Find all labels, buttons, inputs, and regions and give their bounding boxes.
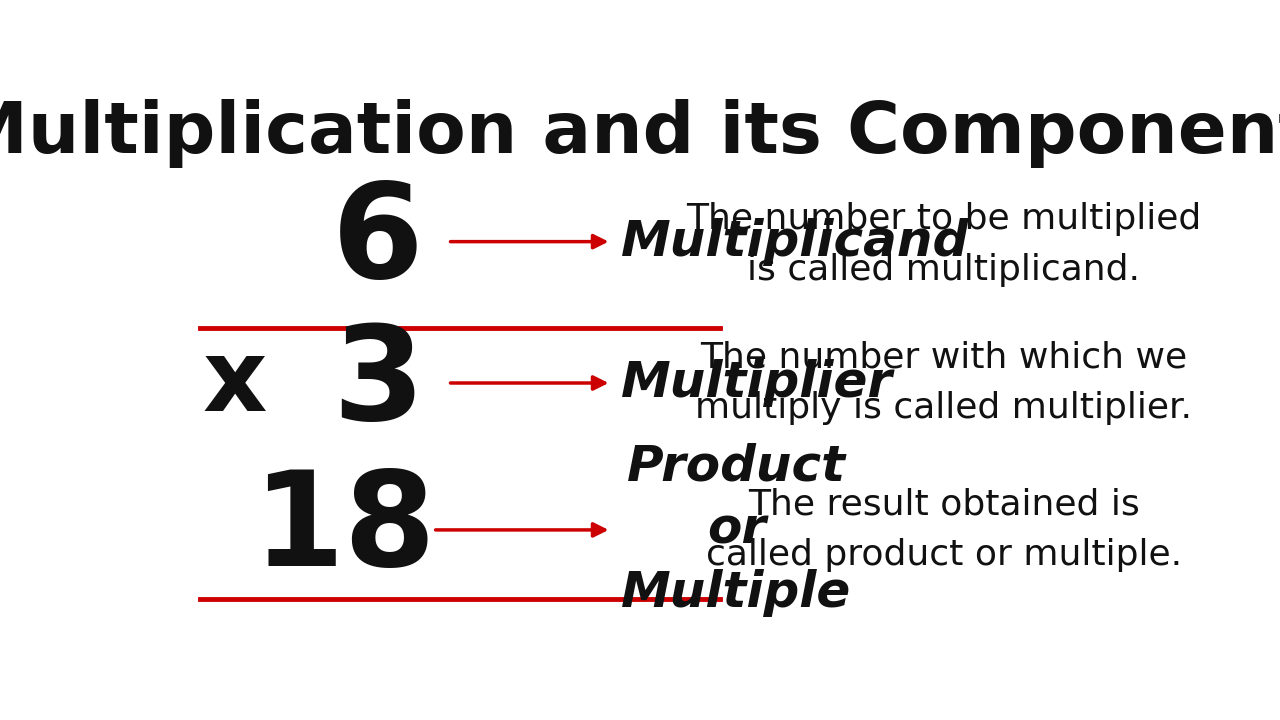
- Text: 6: 6: [333, 178, 424, 305]
- Text: x: x: [202, 335, 266, 431]
- Text: Multiplier: Multiplier: [621, 359, 893, 407]
- Text: The number to be multiplied
is called multiplicand.: The number to be multiplied is called mu…: [686, 202, 1202, 287]
- Text: 18: 18: [252, 467, 435, 593]
- Text: Multiplication and its Components: Multiplication and its Components: [0, 99, 1280, 168]
- Text: Multiplicand: Multiplicand: [621, 217, 969, 266]
- Text: The result obtained is
called product or multiple.: The result obtained is called product or…: [705, 488, 1181, 572]
- Text: Product
or
Multiple: Product or Multiple: [621, 443, 851, 617]
- Text: 3: 3: [333, 320, 424, 446]
- Text: The number with which we
multiply is called multiplier.: The number with which we multiply is cal…: [695, 341, 1192, 425]
